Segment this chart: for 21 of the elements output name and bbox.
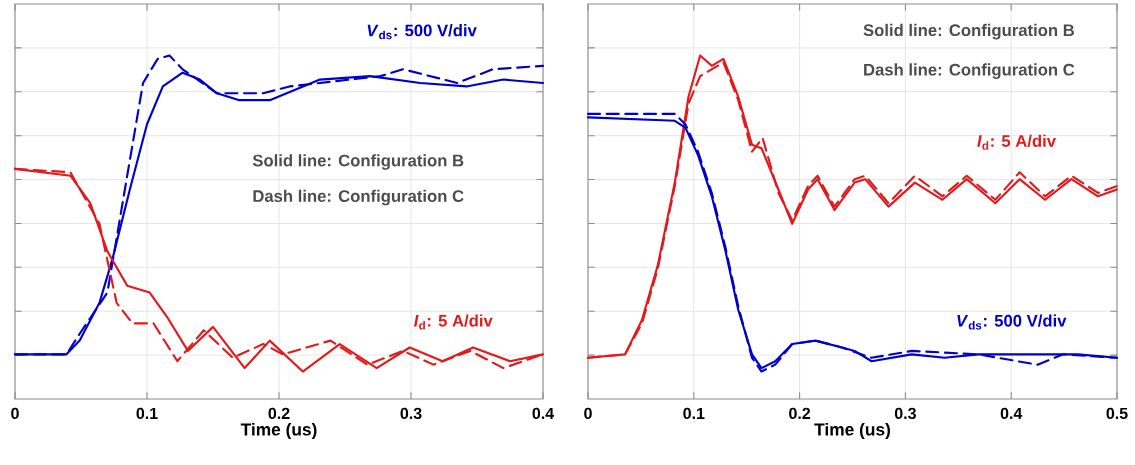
- annotation: Dash line: Configuration C: [864, 63, 1075, 79]
- x-tick-label: 0.1: [136, 407, 158, 420]
- x-tick-label: 0: [584, 407, 592, 420]
- x-tick-label: 0.3: [400, 407, 422, 420]
- annotation: Solid line: Configuration B: [252, 154, 464, 170]
- x-tick-label: 0: [11, 407, 19, 420]
- x-tick-label: 0.4: [532, 407, 555, 420]
- x-axis-title: Time (us): [240, 422, 317, 440]
- annotation: V$_{ds}$: 500 V/div: [957, 314, 1067, 330]
- annotation: Dash line: Configuration C: [253, 189, 464, 206]
- x-tick-label: 0.4: [1000, 407, 1023, 420]
- x-tick-label: 0.5: [1106, 407, 1128, 420]
- annotation: I$_{d}$: 5 A/div: [414, 314, 493, 330]
- x-tick-label: 0.1: [683, 407, 705, 420]
- x-tick-label: 0.2: [268, 407, 290, 420]
- text: Solid line: Configuration B: [863, 23, 1074, 40]
- annotation: I$_{d}$: 5 A/div: [977, 134, 1056, 150]
- x-tick-label: 0.3: [894, 407, 916, 420]
- x-axis-title: Time (us): [814, 422, 890, 440]
- x-tick-label: 0.2: [789, 407, 811, 420]
- text: V$_{ds}$: 500 V/div: [367, 24, 477, 40]
